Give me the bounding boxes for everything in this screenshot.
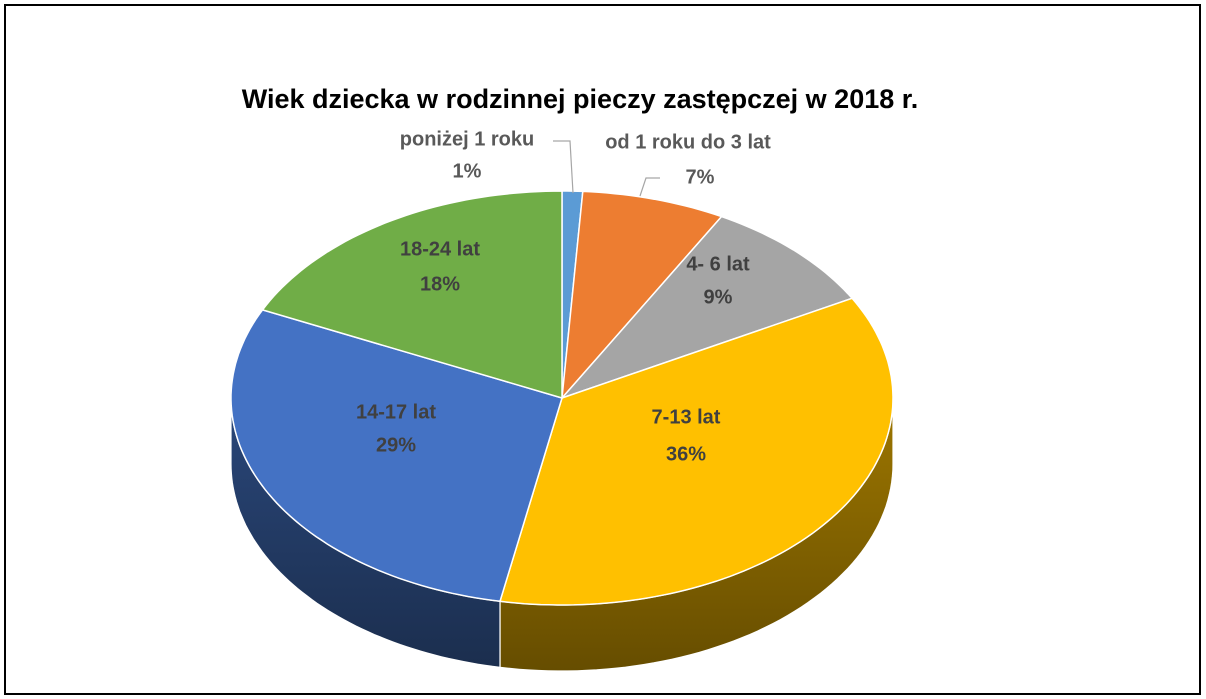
slice <box>559 215 854 400</box>
slice <box>230 309 563 603</box>
data-label-value: 1% <box>453 160 482 182</box>
data-label-category: 14-17 lat <box>356 401 436 423</box>
slice <box>499 297 894 606</box>
leader-line <box>639 177 660 197</box>
chart-title: Wiek dziecka w rodzinnej pieczy zastępcz… <box>242 84 919 114</box>
data-label-category: 18-24 lat <box>400 238 480 260</box>
slice <box>261 190 563 400</box>
data-label-category: 7-13 lat <box>652 406 721 428</box>
data-label-category: poniżej 1 roku <box>400 128 534 150</box>
data-label-value: 36% <box>666 443 706 465</box>
leader-line <box>553 140 574 194</box>
data-label-value: 9% <box>704 286 733 308</box>
data-label-value: 29% <box>376 434 416 456</box>
data-label-value: 7% <box>686 166 715 188</box>
data-label-category: 4- 6 lat <box>686 253 750 275</box>
slice <box>561 190 723 401</box>
data-label-category: od 1 roku do 3 lat <box>605 131 771 153</box>
data-label-value: 18% <box>420 273 460 295</box>
